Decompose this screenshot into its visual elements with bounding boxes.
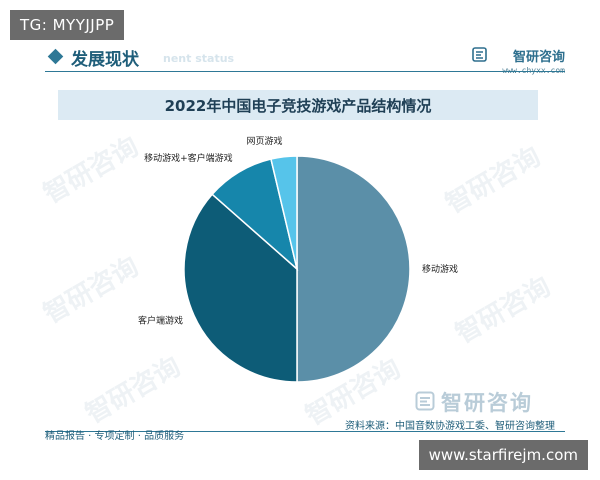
label-client-game: 客户端游戏 (138, 314, 183, 326)
footer-brand-name: 智研咨询 (441, 391, 533, 415)
footer-logo-icon (415, 391, 435, 411)
chart-title: 2022年中国电子竞技游戏产品结构情况 (164, 97, 432, 115)
brand-logo-icon (472, 47, 487, 62)
label-mobile-client-game: 移动游戏+客户端游戏 (144, 152, 233, 164)
section-subtitle-ghost: nent status (163, 52, 235, 65)
section-header: 发展现状 nent status 智研咨询 www.chyxx.com (45, 42, 565, 75)
data-source: 资料来源：中国音数协游戏工委、智研咨询整理 (345, 421, 555, 432)
slice-client-game (183, 193, 298, 383)
overlay-watermark-bottom: www.starfirejm.com (418, 440, 588, 470)
label-mobile-game: 移动游戏 (422, 263, 458, 275)
chart-title-band: 2022年中国电子竞技游戏产品结构情况 (58, 90, 538, 120)
slice-web-game (270, 155, 298, 270)
slice-mobile-game (296, 155, 411, 383)
footer-slogan: 精品报告 · 专项定制 · 品质服务 (45, 431, 185, 442)
section-title: 发展现状 (71, 50, 139, 70)
overlay-watermark-top: TG: MYYJJPP (10, 10, 125, 40)
header-rule (45, 71, 565, 72)
brand-url: www.chyxx.com (502, 66, 565, 75)
label-web-game: 网页游戏 (246, 135, 282, 147)
brand-name: 智研咨询 (512, 50, 565, 65)
footer-rule (45, 431, 565, 432)
